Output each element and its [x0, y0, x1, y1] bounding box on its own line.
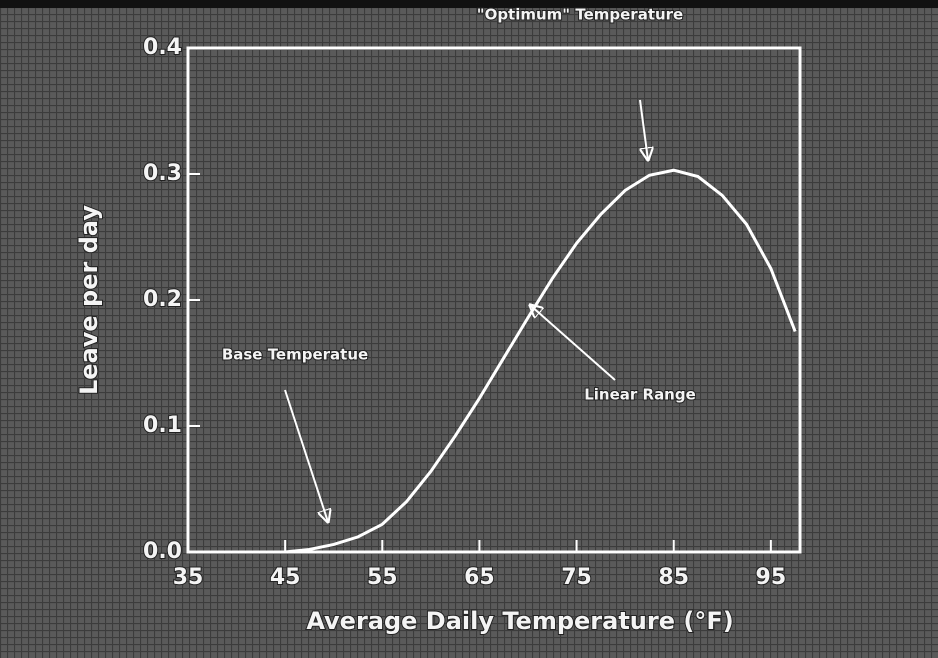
- y-tick-label: 0.4: [143, 35, 182, 60]
- x-tick-label: 55: [367, 565, 398, 590]
- x-tick-label: 65: [464, 565, 495, 590]
- annotation: "Optimum" Temperature: [477, 6, 683, 24]
- x-tick-label: 35: [173, 565, 204, 590]
- background: [0, 8, 938, 658]
- annotation-arrow: [639, 99, 648, 160]
- y-tick-label: 0.2: [143, 287, 182, 312]
- curve: [284, 168, 797, 554]
- y-tick-label: 0.0: [143, 539, 182, 564]
- x-tick-label: 85: [658, 565, 689, 590]
- annotation: Linear Range: [584, 386, 696, 404]
- annotation: Base Temperatue: [222, 346, 368, 364]
- annotation-arrow: [530, 305, 616, 381]
- x-tick-label: 45: [270, 565, 301, 590]
- x-axis-label: Average Daily Temperature (°F): [306, 607, 733, 635]
- annotation-arrow: [284, 389, 328, 522]
- y-tick-label: 0.1: [143, 413, 182, 438]
- x-tick-label: 95: [756, 565, 787, 590]
- x-tick-label: 75: [561, 565, 592, 590]
- y-tick-label: 0.3: [143, 161, 182, 186]
- y-axis-label: Leave per day: [75, 205, 103, 395]
